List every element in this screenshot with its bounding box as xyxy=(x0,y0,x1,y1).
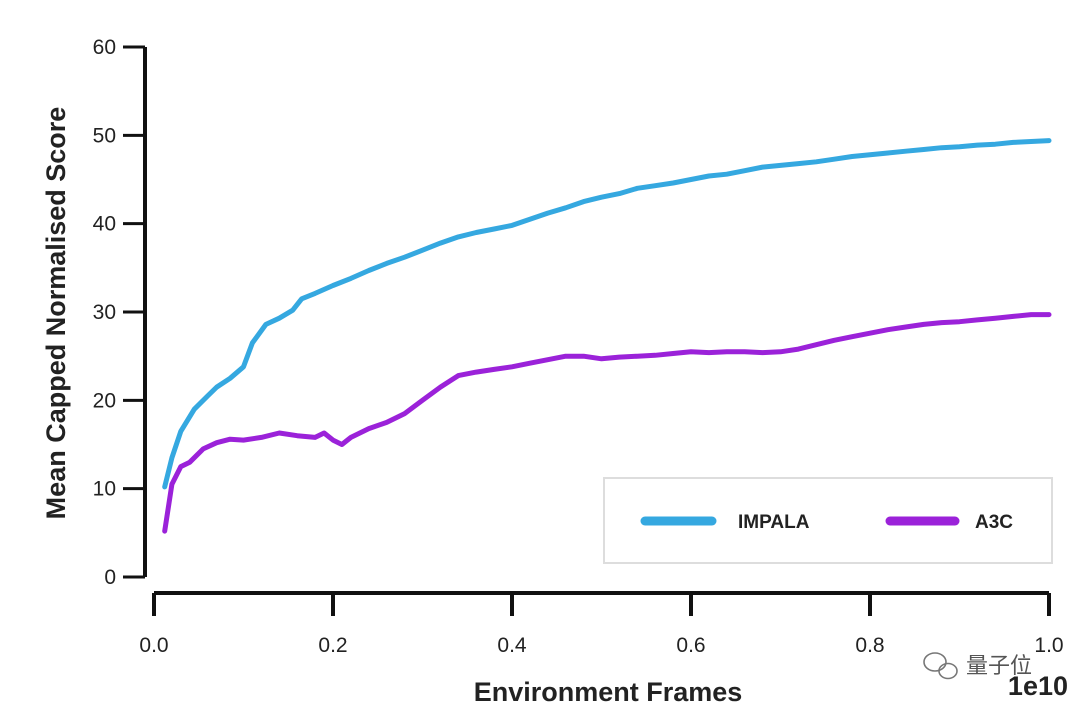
series-layer xyxy=(162,138,1052,534)
y-axis-title: Mean Capped Normalised Score xyxy=(41,107,71,520)
y-tick-label: 40 xyxy=(93,213,116,236)
y-axis: 0 10 20 30 40 50 60 xyxy=(93,36,147,589)
series-line-a3c xyxy=(162,312,1052,534)
x-axis: 0.0 0.2 0.4 0.6 0.8 1.0 xyxy=(139,591,1064,657)
y-tick-label: 20 xyxy=(93,389,116,412)
x-tick-label: 0.0 xyxy=(139,634,168,657)
x-tick-label: 0.8 xyxy=(855,634,884,657)
y-tick-label: 30 xyxy=(93,301,116,324)
watermark-text: 量子位 xyxy=(966,654,1032,679)
y-tick-label: 0 xyxy=(104,566,116,589)
x-axis-title: Environment Frames xyxy=(474,677,743,707)
x-tick-label: 0.2 xyxy=(318,634,347,657)
x-tick-label: 0.4 xyxy=(497,634,527,657)
legend: IMPALA A3C xyxy=(603,477,1053,564)
x-tick-label: 0.6 xyxy=(676,634,705,657)
y-tick-label: 10 xyxy=(93,478,116,501)
y-tick-label: 60 xyxy=(93,36,116,59)
wechat-icon xyxy=(923,652,958,680)
x-tick-label: 1.0 xyxy=(1034,634,1063,657)
legend-label-impala: IMPALA xyxy=(738,512,810,533)
watermark: 量子位 xyxy=(923,652,1032,680)
legend-label-a3c: A3C xyxy=(975,512,1013,533)
y-tick-label: 50 xyxy=(93,124,116,147)
x-scale-label: 1e10 xyxy=(1008,671,1068,701)
series-line-impala xyxy=(162,138,1052,490)
